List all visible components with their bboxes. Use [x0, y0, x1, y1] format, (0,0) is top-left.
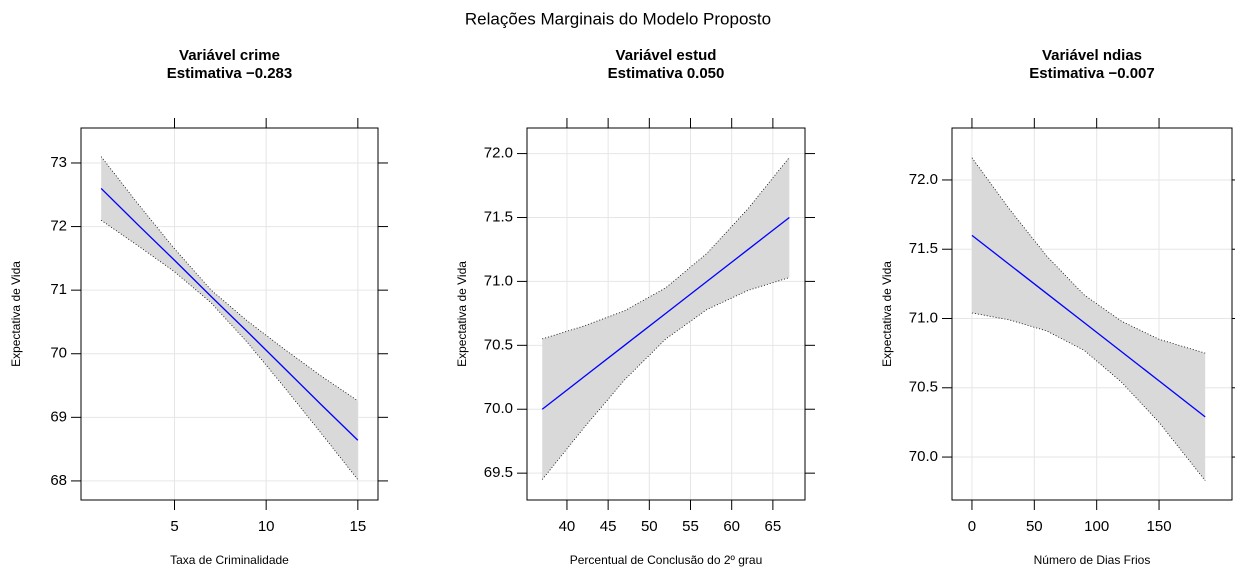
y-tick-label: 70 — [50, 345, 67, 362]
x-tick-label: 60 — [723, 518, 740, 535]
confidence-band — [971, 157, 1206, 481]
x-tick-label: 0 — [968, 518, 976, 535]
upper-bound — [971, 157, 1206, 354]
x-tick-label: 10 — [258, 518, 275, 535]
y-tick-label: 71.0 — [909, 309, 938, 326]
y-tick-label: 69 — [50, 408, 67, 425]
panel-title: Variável estud — [616, 47, 717, 64]
y-tick-label: 73 — [50, 154, 67, 171]
y-tick-label: 72.0 — [909, 171, 938, 188]
plot-frame — [526, 127, 806, 501]
x-tick-label: 45 — [600, 518, 617, 535]
plot-frame — [951, 127, 1233, 501]
x-tick-label: 55 — [682, 518, 699, 535]
y-tick-label: 71.0 — [484, 272, 513, 289]
lower-bound — [100, 219, 359, 480]
y-tick-label: 72.0 — [484, 145, 513, 162]
y-tick-label: 71.5 — [909, 240, 938, 257]
y-tick-label: 69.5 — [484, 464, 513, 481]
y-tick-label: 70.0 — [909, 448, 938, 465]
y-axis-label: Expectativa de Vida — [880, 261, 894, 367]
confidence-band — [101, 156, 358, 480]
fit-line — [971, 234, 1206, 418]
y-tick-label: 70.5 — [484, 336, 513, 353]
upper-bound — [100, 156, 359, 402]
y-axis-label: Expectativa de Vida — [9, 261, 23, 367]
y-tick-label: 71.5 — [484, 208, 513, 225]
x-tick-label: 15 — [349, 518, 366, 535]
x-axis-label: Número de Dias Frios — [1034, 553, 1151, 567]
panel-title: Variável ndias — [1042, 47, 1142, 64]
x-tick-label: 5 — [170, 518, 178, 535]
x-tick-label: 150 — [1147, 518, 1172, 535]
y-tick-label: 68 — [50, 472, 67, 489]
x-axis-label: Taxa de Criminalidade — [170, 553, 289, 567]
y-tick-label: 70.0 — [484, 400, 513, 417]
x-tick-label: 65 — [765, 518, 782, 535]
plot-frame — [80, 127, 379, 501]
y-axis-label: Expectativa de Vida — [455, 261, 469, 367]
panel-subtitle: Estimativa −0.007 — [1029, 65, 1155, 82]
fit-line — [541, 216, 790, 410]
x-tick-label: 50 — [641, 518, 658, 535]
panel-subtitle: Estimativa 0.050 — [608, 65, 725, 82]
y-tick-label: 71 — [50, 281, 67, 298]
x-tick-label: 40 — [559, 518, 576, 535]
x-tick-label: 100 — [1084, 518, 1109, 535]
panel-subtitle: Estimativa −0.283 — [167, 65, 293, 82]
panel-title: Variável crime — [179, 47, 280, 64]
x-axis-label: Percentual de Conclusão do 2º grau — [570, 553, 763, 567]
x-tick-label: 50 — [1026, 518, 1043, 535]
figure-title: Relações Marginais do Modelo Proposto — [465, 9, 771, 28]
confidence-band — [542, 157, 790, 480]
fit-line — [100, 187, 359, 441]
y-tick-label: 70.5 — [909, 379, 938, 396]
y-tick-label: 72 — [50, 218, 67, 235]
